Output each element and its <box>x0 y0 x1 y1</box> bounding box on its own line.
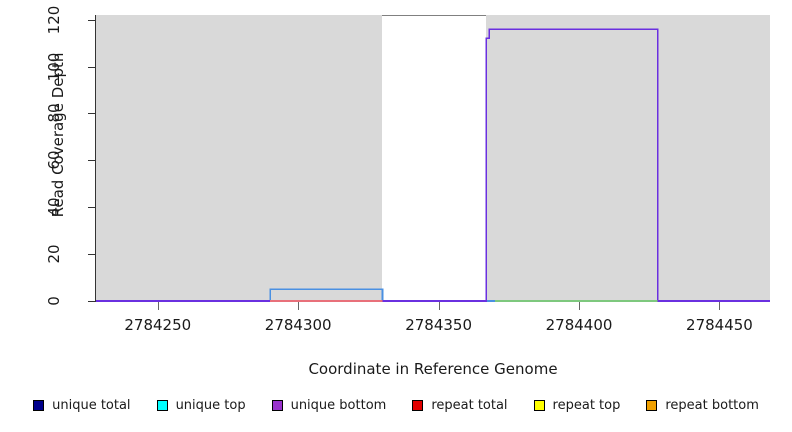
y-tick-label: 100 <box>45 52 63 81</box>
x-tick-label: 2784350 <box>405 316 473 334</box>
x-tick-label: 2784300 <box>264 316 332 334</box>
y-tick <box>88 254 96 256</box>
y-tick-label: 120 <box>45 5 63 35</box>
series-line-unique-bottom <box>96 28 770 302</box>
legend-label: repeat top <box>552 398 621 413</box>
y-tick-label: 40 <box>45 197 63 217</box>
series-line-unique-total <box>96 28 770 302</box>
plot-area <box>96 15 770 301</box>
x-tick-label: 2784400 <box>545 316 613 334</box>
y-tick <box>88 207 96 209</box>
x-tick-label: 2784450 <box>686 316 753 334</box>
chart-legend: unique total unique top unique bottom repea… <box>0 398 792 413</box>
legend-item-unique-bottom[interactable]: unique bottom <box>271 398 387 413</box>
plot-top-border <box>96 15 770 16</box>
y-tick-label: 0 <box>45 296 63 306</box>
legend-swatch-icon <box>533 400 545 411</box>
legend-label: repeat bottom <box>665 398 759 413</box>
legend-label: repeat total <box>431 398 508 413</box>
legend-label: unique bottom <box>290 398 387 413</box>
y-tick <box>88 19 96 21</box>
y-tick <box>88 160 96 162</box>
annotated-region-left <box>96 15 383 301</box>
x-tick <box>157 302 159 310</box>
y-tick <box>88 113 96 115</box>
x-tick <box>298 302 300 310</box>
y-tick-label: 20 <box>45 244 63 264</box>
y-tick-label: 60 <box>45 150 63 170</box>
legend-item-repeat-top[interactable]: repeat top <box>533 398 621 413</box>
y-axis-line <box>95 15 96 302</box>
legend-item-repeat-bottom[interactable]: repeat bottom <box>646 398 759 413</box>
legend-swatch-icon <box>33 400 45 411</box>
legend-swatch-icon <box>412 400 424 411</box>
legend-label: unique top <box>175 398 246 413</box>
legend-swatch-icon <box>271 400 283 411</box>
data-series-layer <box>96 28 770 302</box>
legend-item-unique-total[interactable]: unique total <box>33 398 131 413</box>
y-tick-label: 80 <box>45 103 63 123</box>
legend-swatch-icon <box>156 400 168 411</box>
x-axis-title: Coordinate in Reference Genome <box>308 360 558 378</box>
x-tick <box>579 302 581 310</box>
legend-swatch-icon <box>646 400 658 411</box>
legend-label: unique total <box>52 398 131 413</box>
legend-item-repeat-total[interactable]: repeat total <box>412 398 508 413</box>
series-line-unique-top <box>96 288 770 302</box>
y-tick <box>88 66 96 68</box>
x-tick-label: 2784250 <box>124 316 192 334</box>
legend-item-unique-top[interactable]: unique top <box>156 398 246 413</box>
x-tick <box>719 302 721 310</box>
annotated-region-right <box>486 15 770 301</box>
x-tick <box>438 302 440 310</box>
y-tick <box>88 301 96 302</box>
